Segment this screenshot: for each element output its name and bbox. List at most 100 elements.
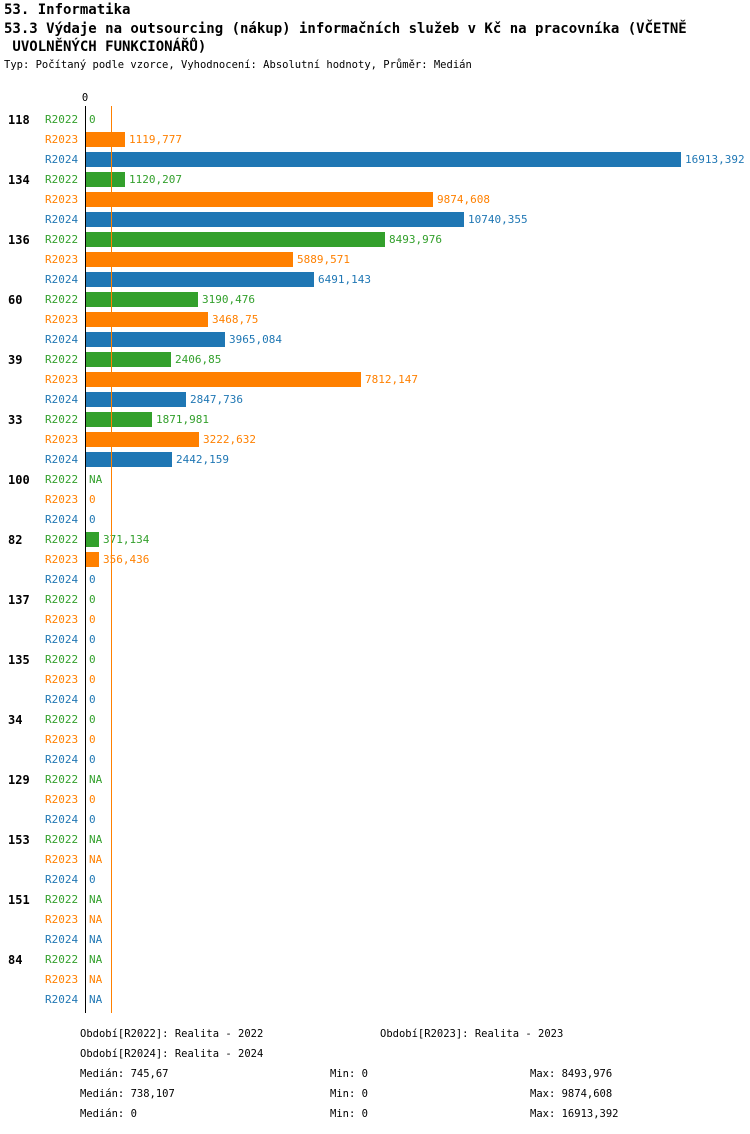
group-label: 151 <box>8 893 30 907</box>
chart-meta: Typ: Počítaný podle vzorce, Vyhodnocení:… <box>4 59 472 71</box>
series-label-r2023: R2023 <box>45 613 79 626</box>
bar-value-label: NA <box>89 893 103 906</box>
stat-median-r2023: Medián: 738,107 <box>80 1088 175 1100</box>
stat-min-r2022: Min: 0 <box>330 1068 368 1080</box>
bar-value-label: 0 <box>89 713 96 726</box>
series-label-r2022: R2022 <box>45 833 79 846</box>
bar-r2024 <box>86 392 186 407</box>
series-label-r2022: R2022 <box>45 953 79 966</box>
legend-r2023: Období[R2023]: Realita - 2023 <box>380 1028 564 1040</box>
y-axis-line <box>85 106 86 1013</box>
series-label-r2023: R2023 <box>45 973 79 986</box>
bar-r2023 <box>86 312 208 327</box>
series-label-r2024: R2024 <box>45 573 79 586</box>
series-label-r2024: R2024 <box>45 633 79 646</box>
series-label-r2023: R2023 <box>45 913 79 926</box>
group-label: 129 <box>8 773 30 787</box>
series-label-r2024: R2024 <box>45 993 79 1006</box>
bar-value-label: NA <box>89 913 103 926</box>
bar-value-label: NA <box>89 973 103 986</box>
bar-r2022 <box>86 352 171 367</box>
bar-r2023 <box>86 552 99 567</box>
bar-r2023 <box>86 252 293 267</box>
series-label-r2023: R2023 <box>45 493 79 506</box>
bar-value-label: 0 <box>89 593 96 606</box>
series-label-r2023: R2023 <box>45 313 79 326</box>
bar-r2024 <box>86 452 172 467</box>
group-label: 100 <box>8 473 30 487</box>
series-label-r2024: R2024 <box>45 873 79 886</box>
group-label: 33 <box>8 413 23 427</box>
group-label: 134 <box>8 173 30 187</box>
bar-value-label: 356,436 <box>103 553 150 566</box>
bar-r2022 <box>86 532 99 547</box>
bar-r2023 <box>86 132 125 147</box>
series-label-r2022: R2022 <box>45 773 79 786</box>
stat-max-r2024: Max: 16913,392 <box>530 1108 619 1120</box>
bar-value-label: 0 <box>89 673 96 686</box>
group-label: 84 <box>8 953 23 967</box>
axis-zero-tick-label: 0 <box>81 92 89 104</box>
bar-value-label: 0 <box>89 813 96 826</box>
group-label: 135 <box>8 653 30 667</box>
bar-r2024 <box>86 152 681 167</box>
group-label: 136 <box>8 233 30 247</box>
bar-r2023 <box>86 432 199 447</box>
group-label: 137 <box>8 593 30 607</box>
series-label-r2022: R2022 <box>45 593 79 606</box>
series-label-r2022: R2022 <box>45 173 79 186</box>
bar-value-label: 0 <box>89 113 96 126</box>
bar-value-label: 2847,736 <box>190 393 243 406</box>
series-label-r2023: R2023 <box>45 793 79 806</box>
legend-r2024: Období[R2024]: Realita - 2024 <box>80 1048 264 1060</box>
bar-value-label: 1119,777 <box>129 133 182 146</box>
chart-subtitle: 53.3 Výdaje na outsourcing (nákup) infor… <box>4 20 687 56</box>
group-label: 153 <box>8 833 30 847</box>
series-label-r2024: R2024 <box>45 453 79 466</box>
series-label-r2024: R2024 <box>45 933 79 946</box>
bar-value-label: 0 <box>89 613 96 626</box>
stat-min-r2024: Min: 0 <box>330 1108 368 1120</box>
series-label-r2024: R2024 <box>45 213 79 226</box>
bar-value-label: 0 <box>89 573 96 586</box>
median-line-r2023 <box>111 106 112 1013</box>
series-label-r2024: R2024 <box>45 693 79 706</box>
bar-value-label: 3965,084 <box>229 333 282 346</box>
bar-value-label: NA <box>89 853 103 866</box>
bar-r2024 <box>86 212 464 227</box>
bar-r2022 <box>86 292 198 307</box>
bar-value-label: 5889,571 <box>297 253 350 266</box>
series-label-r2022: R2022 <box>45 473 79 486</box>
bar-value-label: 0 <box>89 653 96 666</box>
bar-value-label: 3222,632 <box>203 433 256 446</box>
bar-value-label: 10740,355 <box>468 213 528 226</box>
bar-value-label: 7812,147 <box>365 373 418 386</box>
series-label-r2023: R2023 <box>45 553 79 566</box>
chart-subtitle-line-1: 53.3 Výdaje na outsourcing (nákup) infor… <box>4 21 687 37</box>
series-label-r2023: R2023 <box>45 433 79 446</box>
group-label: 34 <box>8 713 23 727</box>
series-label-r2023: R2023 <box>45 193 79 206</box>
chart-subtitle-line-2: UVOLNĚNÝCH FUNKCIONÁŘŮ) <box>4 39 207 55</box>
series-label-r2023: R2023 <box>45 733 79 746</box>
group-label: 39 <box>8 353 23 367</box>
series-label-r2022: R2022 <box>45 653 79 666</box>
series-label-r2024: R2024 <box>45 393 79 406</box>
bar-value-label: 0 <box>89 793 96 806</box>
bar-value-label: 2442,159 <box>176 453 229 466</box>
stat-median-r2022: Medián: 745,67 <box>80 1068 169 1080</box>
bar-value-label: 16913,392 <box>685 153 745 166</box>
bar-value-label: 8493,976 <box>389 233 442 246</box>
series-label-r2024: R2024 <box>45 753 79 766</box>
bar-value-label: 2406,85 <box>175 353 222 366</box>
bar-value-label: 1120,207 <box>129 173 182 186</box>
series-label-r2023: R2023 <box>45 373 79 386</box>
bar-value-label: NA <box>89 953 103 966</box>
bar-value-label: 1871,981 <box>156 413 209 426</box>
series-label-r2022: R2022 <box>45 713 79 726</box>
bar-r2024 <box>86 272 314 287</box>
bar-value-label: 371,134 <box>103 533 150 546</box>
series-label-r2024: R2024 <box>45 153 79 166</box>
bar-value-label: 0 <box>89 633 96 646</box>
bar-value-label: 6491,143 <box>318 273 371 286</box>
